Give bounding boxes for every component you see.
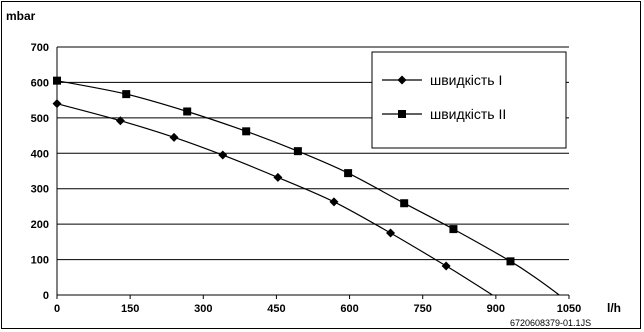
legend-label: швидкість I	[430, 72, 502, 88]
y-tick-label: 100	[31, 255, 49, 267]
diamond-data-point	[273, 172, 283, 182]
diamond-data-point	[386, 228, 396, 238]
diamond-data-point	[52, 99, 62, 109]
y-axis-unit: mbar	[6, 9, 36, 23]
legend-label: швидкість II	[430, 106, 506, 122]
x-tick-label: 0	[54, 303, 60, 315]
y-tick-label: 500	[31, 113, 49, 125]
diamond-data-point	[329, 197, 339, 207]
x-tick-label: 1050	[557, 303, 581, 315]
legend-item: швидкість II	[382, 106, 506, 122]
y-tick-label: 400	[31, 148, 49, 160]
legend-item: швидкість I	[382, 72, 502, 88]
y-tick-label: 0	[43, 290, 49, 302]
x-tick-label: 450	[267, 303, 285, 315]
diamond-data-point	[115, 116, 125, 126]
y-tick-label: 200	[31, 219, 49, 231]
y-tick-labels: 0 100 200 300 400 500 600 700	[31, 42, 49, 302]
diamond-data-point	[169, 132, 179, 142]
x-tick-label: 600	[340, 303, 358, 315]
square-data-point	[183, 107, 192, 116]
x-axis-unit: l/h	[607, 301, 621, 315]
y-tick-label: 700	[31, 42, 49, 54]
square-data-point	[53, 76, 61, 85]
square-data-point	[506, 257, 515, 266]
gridlines	[57, 46, 569, 261]
square-data-point	[344, 169, 353, 178]
x-tick-label: 900	[487, 303, 505, 315]
diamond-data-point	[441, 261, 451, 271]
legend-diamond-marker	[397, 75, 407, 85]
y-tick-label: 600	[31, 77, 49, 89]
legend-box	[371, 51, 567, 149]
legend: швидкість I швидкість II	[371, 51, 567, 149]
square-data-point	[242, 127, 251, 136]
x-tick-label: 750	[414, 303, 432, 315]
series-2	[53, 76, 560, 296]
y-tick-label: 300	[31, 184, 49, 196]
x-tick-label: 150	[121, 303, 139, 315]
x-tick-label: 300	[194, 303, 212, 315]
square-data-point	[122, 90, 131, 99]
figure-footnote: 6720608379-01.1JS	[510, 318, 591, 328]
axes	[56, 47, 570, 299]
diamond-data-point	[218, 150, 228, 160]
x-tick-labels: 0 150 300 450 600 750 900 1050	[54, 303, 581, 315]
series-layer	[52, 76, 560, 296]
series-1	[52, 99, 493, 296]
square-data-point	[400, 199, 409, 208]
square-data-point	[449, 225, 458, 234]
series-line	[56, 103, 493, 296]
legend-square-marker	[398, 110, 406, 118]
square-data-point	[293, 147, 302, 156]
